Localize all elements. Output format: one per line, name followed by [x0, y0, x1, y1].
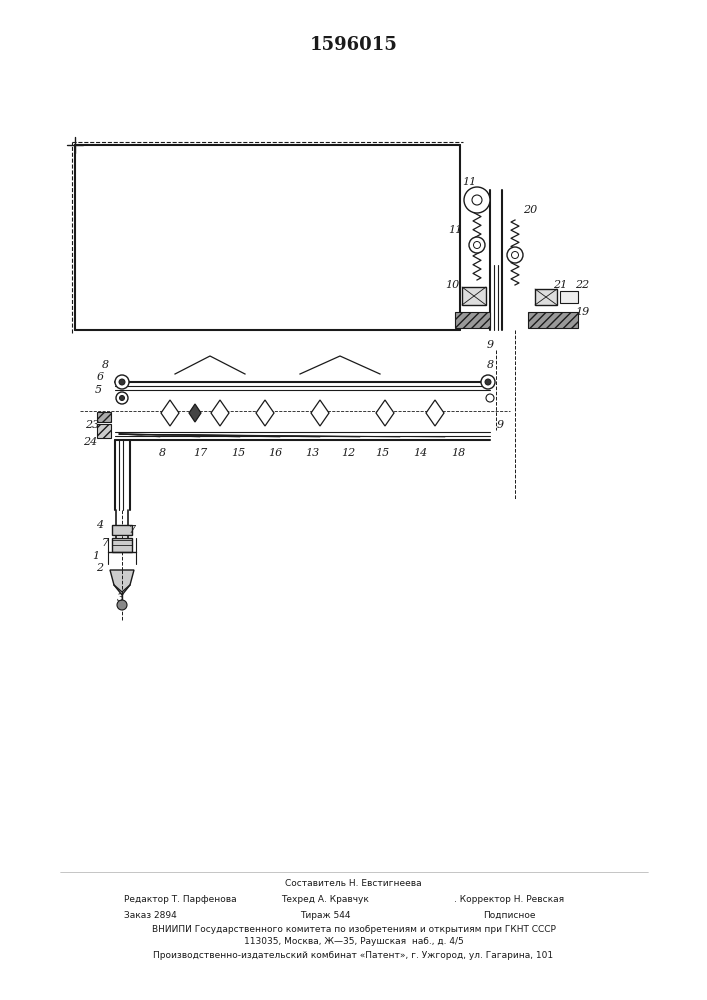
Text: 18: 18	[451, 448, 465, 458]
Text: 1596015: 1596015	[310, 36, 398, 54]
Bar	[97, 424, 111, 438]
Bar	[112, 538, 132, 552]
Text: 7: 7	[101, 538, 109, 548]
Circle shape	[469, 237, 485, 253]
Text: 16: 16	[268, 448, 282, 458]
Text: Заказ 2894: Заказ 2894	[124, 910, 177, 920]
Circle shape	[485, 379, 491, 385]
Text: 23: 23	[85, 420, 99, 430]
Text: 113035, Москва, Ж—35, Раушская  наб., д. 4/5: 113035, Москва, Ж—35, Раушская наб., д. …	[244, 938, 463, 946]
Polygon shape	[211, 400, 229, 426]
Bar	[455, 312, 490, 328]
Text: 14: 14	[413, 448, 427, 458]
Text: Тираж 544: Тираж 544	[300, 910, 351, 920]
Polygon shape	[189, 404, 201, 422]
Circle shape	[481, 375, 495, 389]
Text: 13: 13	[305, 448, 319, 458]
Text: Составитель Н. Евстигнеева: Составитель Н. Евстигнеева	[285, 880, 422, 888]
Text: 24: 24	[83, 437, 97, 447]
Text: 21: 21	[553, 280, 567, 290]
Circle shape	[486, 394, 494, 402]
Text: 9: 9	[496, 420, 503, 430]
Circle shape	[511, 251, 518, 258]
Polygon shape	[426, 400, 444, 426]
Text: 5: 5	[95, 385, 102, 395]
Text: 1: 1	[93, 551, 100, 561]
Text: Производственно-издательский комбинат «Патент», г. Ужгород, ул. Гагарина, 101: Производственно-издательский комбинат «П…	[153, 950, 554, 960]
Text: 4: 4	[96, 520, 103, 530]
Text: 11: 11	[462, 177, 476, 187]
Text: 17: 17	[193, 448, 207, 458]
Polygon shape	[376, 400, 394, 426]
Bar	[112, 525, 132, 535]
Text: 7: 7	[129, 525, 136, 535]
Polygon shape	[161, 400, 179, 426]
Circle shape	[119, 395, 124, 400]
Circle shape	[119, 379, 125, 385]
Bar	[97, 412, 111, 422]
Text: 12: 12	[341, 448, 355, 458]
Text: 8: 8	[486, 360, 493, 370]
Circle shape	[115, 375, 129, 389]
Polygon shape	[256, 400, 274, 426]
Circle shape	[464, 187, 490, 213]
Circle shape	[474, 241, 481, 248]
Text: 9: 9	[486, 340, 493, 350]
Text: 15: 15	[375, 448, 389, 458]
Text: . Корректор Н. Ревская: . Корректор Н. Ревская	[454, 896, 564, 904]
Text: 19: 19	[575, 307, 589, 317]
Polygon shape	[110, 570, 134, 592]
Text: 10: 10	[445, 280, 459, 290]
Circle shape	[507, 247, 523, 263]
Bar	[462, 287, 486, 305]
Text: 20: 20	[523, 205, 537, 215]
Bar	[560, 291, 578, 303]
Text: Редактор Т. Парфенова: Редактор Т. Парфенова	[124, 896, 236, 904]
Text: ВНИИПИ Государственного комитета по изобретениям и открытиям при ГКНТ СССР: ВНИИПИ Государственного комитета по изоб…	[151, 924, 556, 934]
Text: 3: 3	[117, 593, 124, 603]
Text: 8: 8	[158, 448, 165, 458]
Text: 11: 11	[448, 225, 462, 235]
Circle shape	[472, 195, 482, 205]
Circle shape	[116, 392, 128, 404]
Text: 22: 22	[575, 280, 589, 290]
Bar	[535, 289, 557, 305]
Polygon shape	[311, 400, 329, 426]
Text: 15: 15	[231, 448, 245, 458]
Text: 2: 2	[96, 563, 103, 573]
Bar	[528, 312, 578, 328]
Text: Техред А. Кравчук: Техред А. Кравчук	[281, 896, 369, 904]
Circle shape	[117, 600, 127, 610]
Text: Подписное: Подписное	[483, 910, 535, 920]
Text: 6: 6	[96, 372, 103, 382]
Text: 8: 8	[101, 360, 109, 370]
